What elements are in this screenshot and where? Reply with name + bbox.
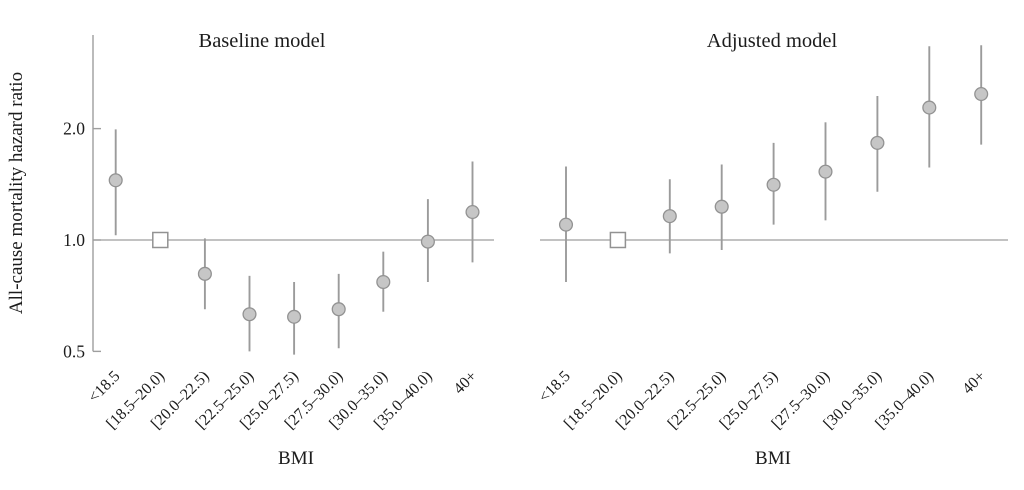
point-marker xyxy=(818,164,833,179)
point-marker xyxy=(108,173,123,188)
point-marker xyxy=(465,204,480,220)
point-marker xyxy=(766,177,781,192)
y-axis-title: All-cause mortality hazard ratio xyxy=(6,72,27,314)
point-marker xyxy=(558,217,574,232)
x-category-label: <18.5 xyxy=(536,368,574,406)
x-axis-title: BMI xyxy=(278,448,314,469)
point-marker xyxy=(922,100,937,115)
point-marker xyxy=(287,309,302,324)
point-marker xyxy=(376,274,391,290)
x-category-label: 40+ xyxy=(451,368,481,398)
panel-title: Baseline model xyxy=(199,30,326,52)
x-category-label: 40+ xyxy=(959,368,989,398)
point-marker xyxy=(662,209,677,224)
point-marker xyxy=(420,234,435,249)
point-marker xyxy=(242,307,257,322)
point-marker xyxy=(197,266,212,281)
x-axis-title: BMI xyxy=(755,448,791,469)
y-axis-tick-label: 0.5 xyxy=(63,341,85,361)
point-marker xyxy=(974,87,989,102)
reference-square-marker xyxy=(152,231,169,249)
point-marker xyxy=(870,135,885,150)
reference-square-marker xyxy=(609,231,627,249)
panel-title: Adjusted model xyxy=(707,30,838,52)
x-category-label: <18.5 xyxy=(85,368,123,406)
point-marker xyxy=(714,199,729,214)
y-axis-tick-label: 2.0 xyxy=(63,119,85,139)
point-marker xyxy=(331,302,346,317)
y-axis-tick-label: 1.0 xyxy=(63,230,85,250)
